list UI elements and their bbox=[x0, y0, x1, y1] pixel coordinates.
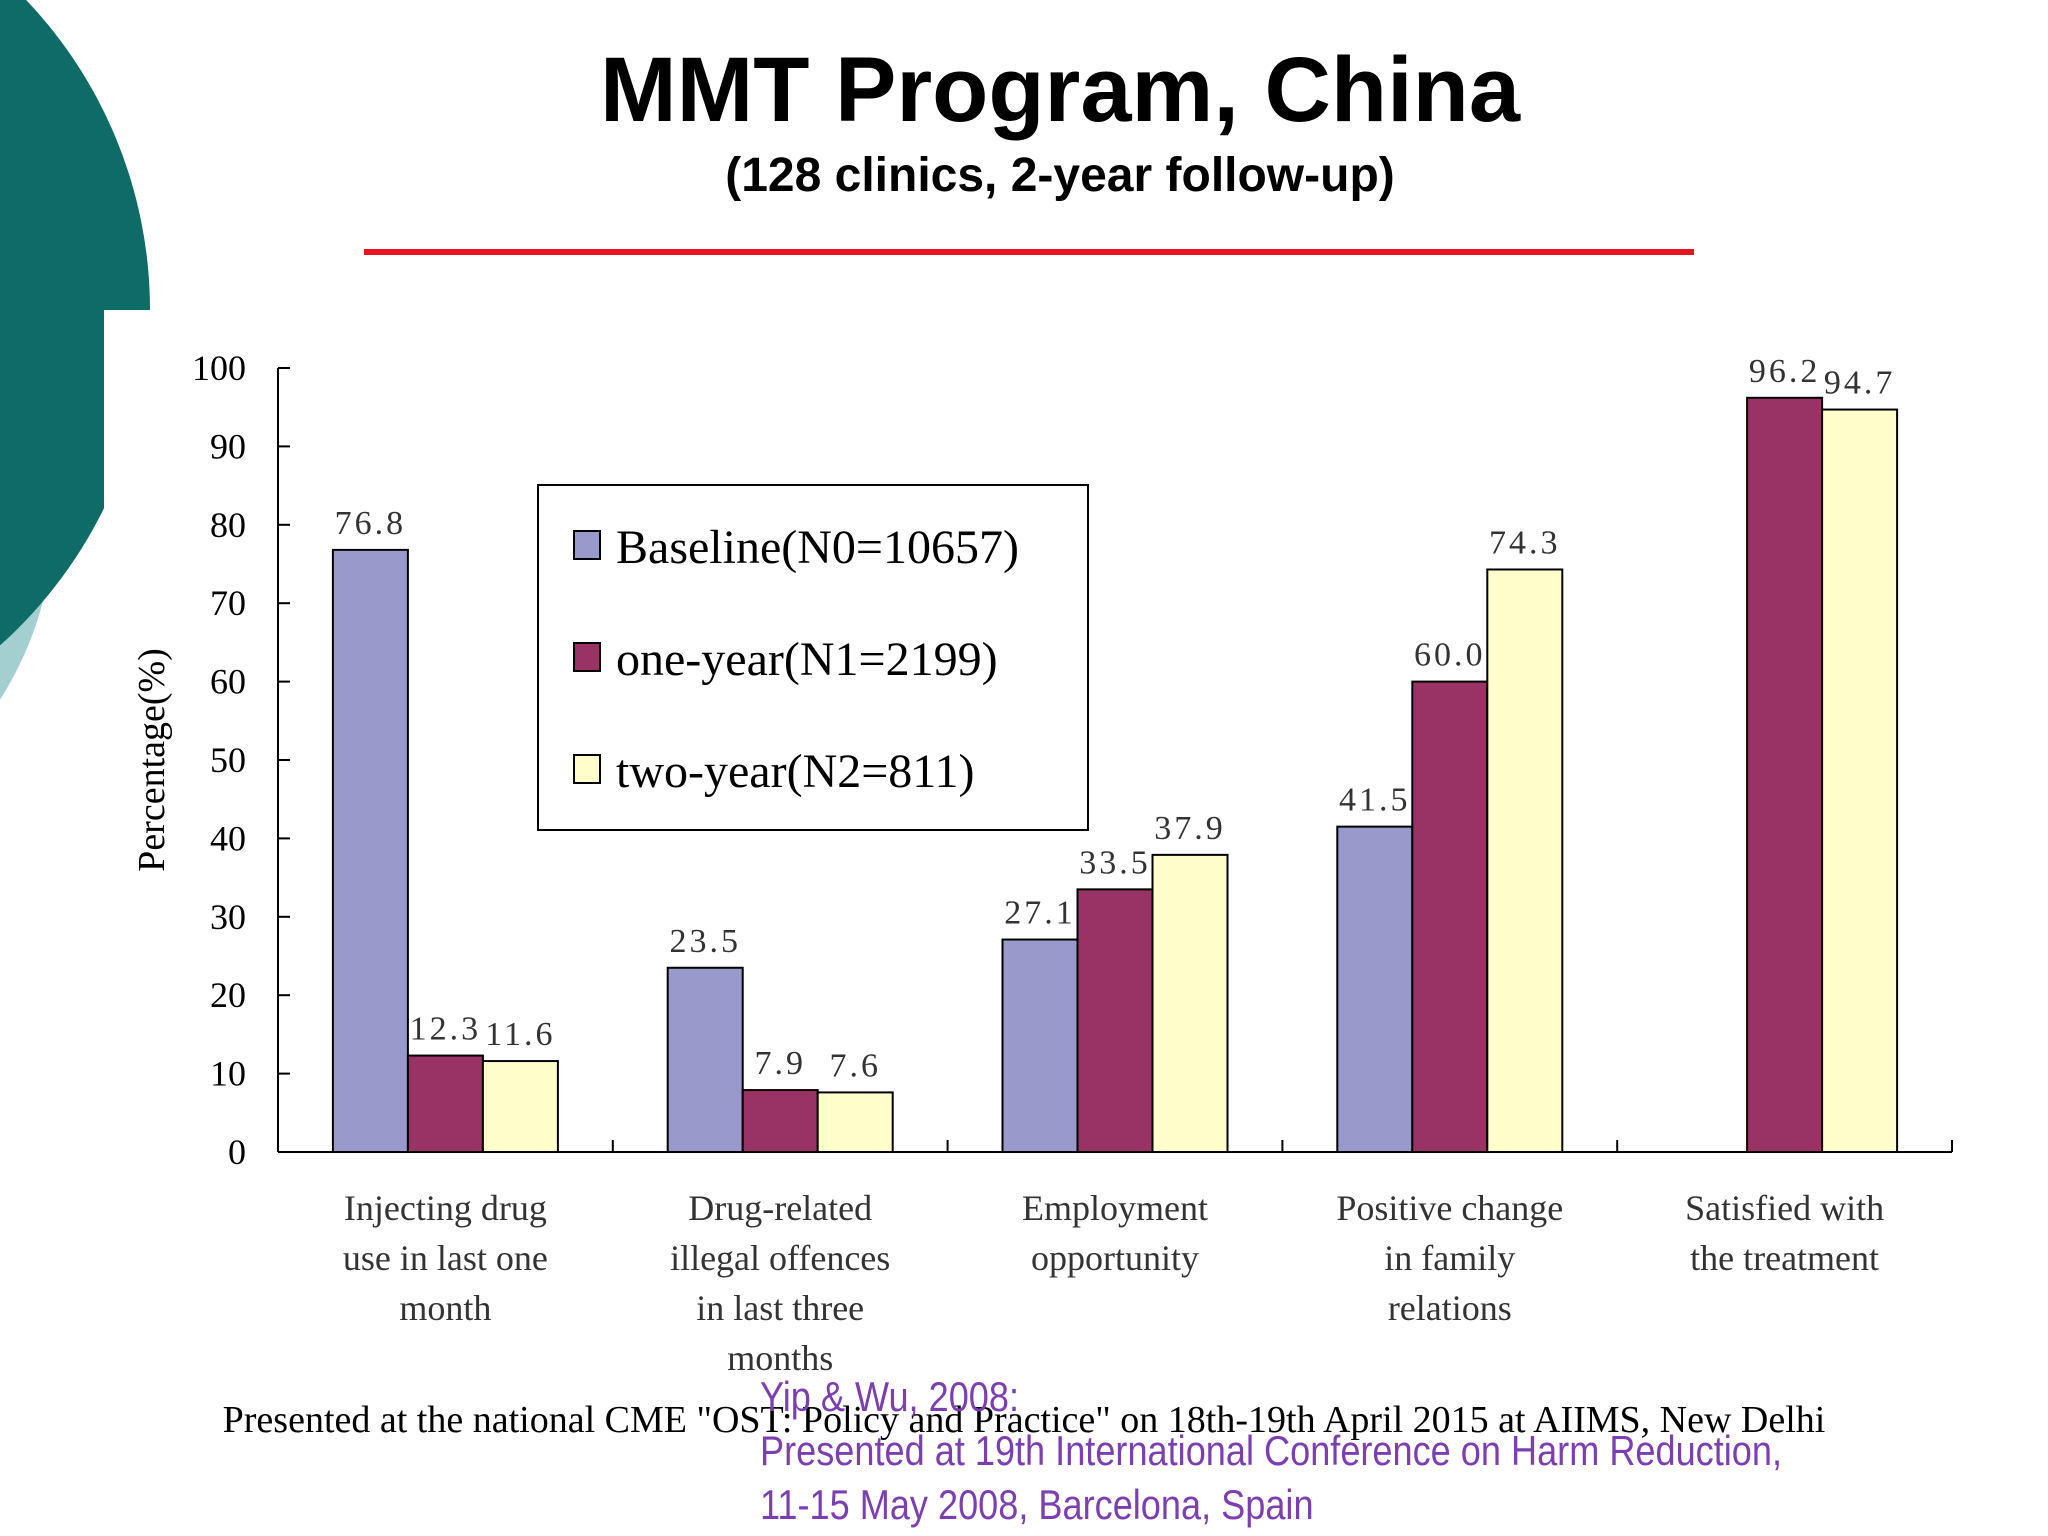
legend-label: one-year(N1=2199) bbox=[616, 633, 998, 686]
y-tick-label: 100 bbox=[192, 348, 246, 388]
data-label: 27.1 bbox=[1004, 895, 1076, 932]
y-tick-label: 60 bbox=[210, 662, 246, 702]
x-category-label: in last three bbox=[696, 1288, 864, 1328]
presentation-footer: Presented at the national CME "OST: Poli… bbox=[222, 1399, 1826, 1441]
bar bbox=[1151, 853, 1229, 1153]
x-category-label: illegal offences bbox=[670, 1238, 890, 1278]
slide-subtitle: (128 clinics, 2-year follow-up) bbox=[725, 149, 1395, 202]
y-tick-label: 30 bbox=[210, 897, 246, 937]
bar bbox=[481, 1060, 559, 1154]
y-tick-label: 20 bbox=[210, 975, 246, 1015]
data-label: 74.3 bbox=[1489, 524, 1561, 561]
legend-label: two-year(N2=811) bbox=[616, 745, 975, 798]
legend-label: Baseline(N0=10657) bbox=[616, 521, 1019, 574]
citation: Yip & Wu, 2008: Presented at 19th Intern… bbox=[760, 1370, 1782, 1532]
y-axis-label: Percentage(%) bbox=[131, 648, 173, 872]
bar bbox=[666, 966, 744, 1154]
bar bbox=[331, 548, 409, 1153]
citation-line-2: Presented at 19th International Conferen… bbox=[760, 1427, 1783, 1474]
x-category-label: Drug-related bbox=[688, 1188, 872, 1228]
title-underline bbox=[364, 249, 1694, 255]
legend-box bbox=[537, 484, 1089, 831]
citation-line-1: Yip & Wu, 2008: bbox=[760, 1373, 1020, 1420]
y-tick-label: 40 bbox=[210, 818, 246, 858]
data-label: 96.2 bbox=[1749, 353, 1821, 390]
y-tick-label: 10 bbox=[210, 1054, 246, 1094]
x-category-label: month bbox=[399, 1288, 491, 1328]
x-category-label: Injecting drug bbox=[344, 1188, 547, 1228]
x-category-label: relations bbox=[1388, 1288, 1512, 1328]
bar bbox=[1821, 408, 1899, 1153]
data-label: 37.9 bbox=[1154, 810, 1226, 847]
bar bbox=[1001, 938, 1079, 1154]
data-label: 33.5 bbox=[1079, 844, 1151, 881]
data-label: 7.9 bbox=[754, 1045, 806, 1082]
data-label: 23.5 bbox=[669, 923, 741, 960]
data-label: 76.8 bbox=[335, 505, 407, 542]
x-category-label: Employment bbox=[1022, 1188, 1208, 1228]
data-label: 60.0 bbox=[1414, 637, 1486, 674]
legend-swatch bbox=[573, 754, 601, 784]
citation-line-3: 11-15 May 2008, Barcelona, Spain bbox=[760, 1481, 1314, 1528]
slide-title: MMT Program, China bbox=[599, 39, 1521, 141]
y-tick-label: 90 bbox=[210, 426, 246, 466]
y-tick-label: 80 bbox=[210, 505, 246, 545]
bar bbox=[1746, 396, 1824, 1153]
x-category-label: the treatment bbox=[1690, 1238, 1879, 1278]
legend-swatch bbox=[573, 530, 601, 560]
data-label: 94.7 bbox=[1824, 365, 1896, 402]
bar bbox=[1411, 680, 1489, 1153]
x-category-label: opportunity bbox=[1031, 1238, 1199, 1278]
data-label: 11.6 bbox=[485, 1016, 555, 1053]
bar bbox=[816, 1091, 894, 1154]
legend-swatch bbox=[573, 642, 601, 672]
decorative-circles bbox=[0, 0, 160, 820]
x-category-label: Satisfied with bbox=[1685, 1188, 1884, 1228]
y-tick-label: 0 bbox=[228, 1132, 246, 1172]
bar bbox=[406, 1054, 484, 1153]
x-category-label: Positive change bbox=[1336, 1188, 1563, 1228]
bar bbox=[1336, 825, 1414, 1153]
bar bbox=[741, 1089, 819, 1153]
bar bbox=[1076, 888, 1154, 1153]
y-tick-label: 70 bbox=[210, 583, 246, 623]
x-category-label: use in last one bbox=[343, 1238, 548, 1278]
x-category-label: in family bbox=[1384, 1238, 1515, 1278]
y-tick-label: 50 bbox=[210, 740, 246, 780]
data-label: 7.6 bbox=[829, 1047, 881, 1084]
data-label: 41.5 bbox=[1339, 782, 1411, 819]
data-label: 12.3 bbox=[410, 1011, 482, 1048]
bar bbox=[1486, 568, 1564, 1153]
x-category-label: months bbox=[727, 1338, 833, 1378]
